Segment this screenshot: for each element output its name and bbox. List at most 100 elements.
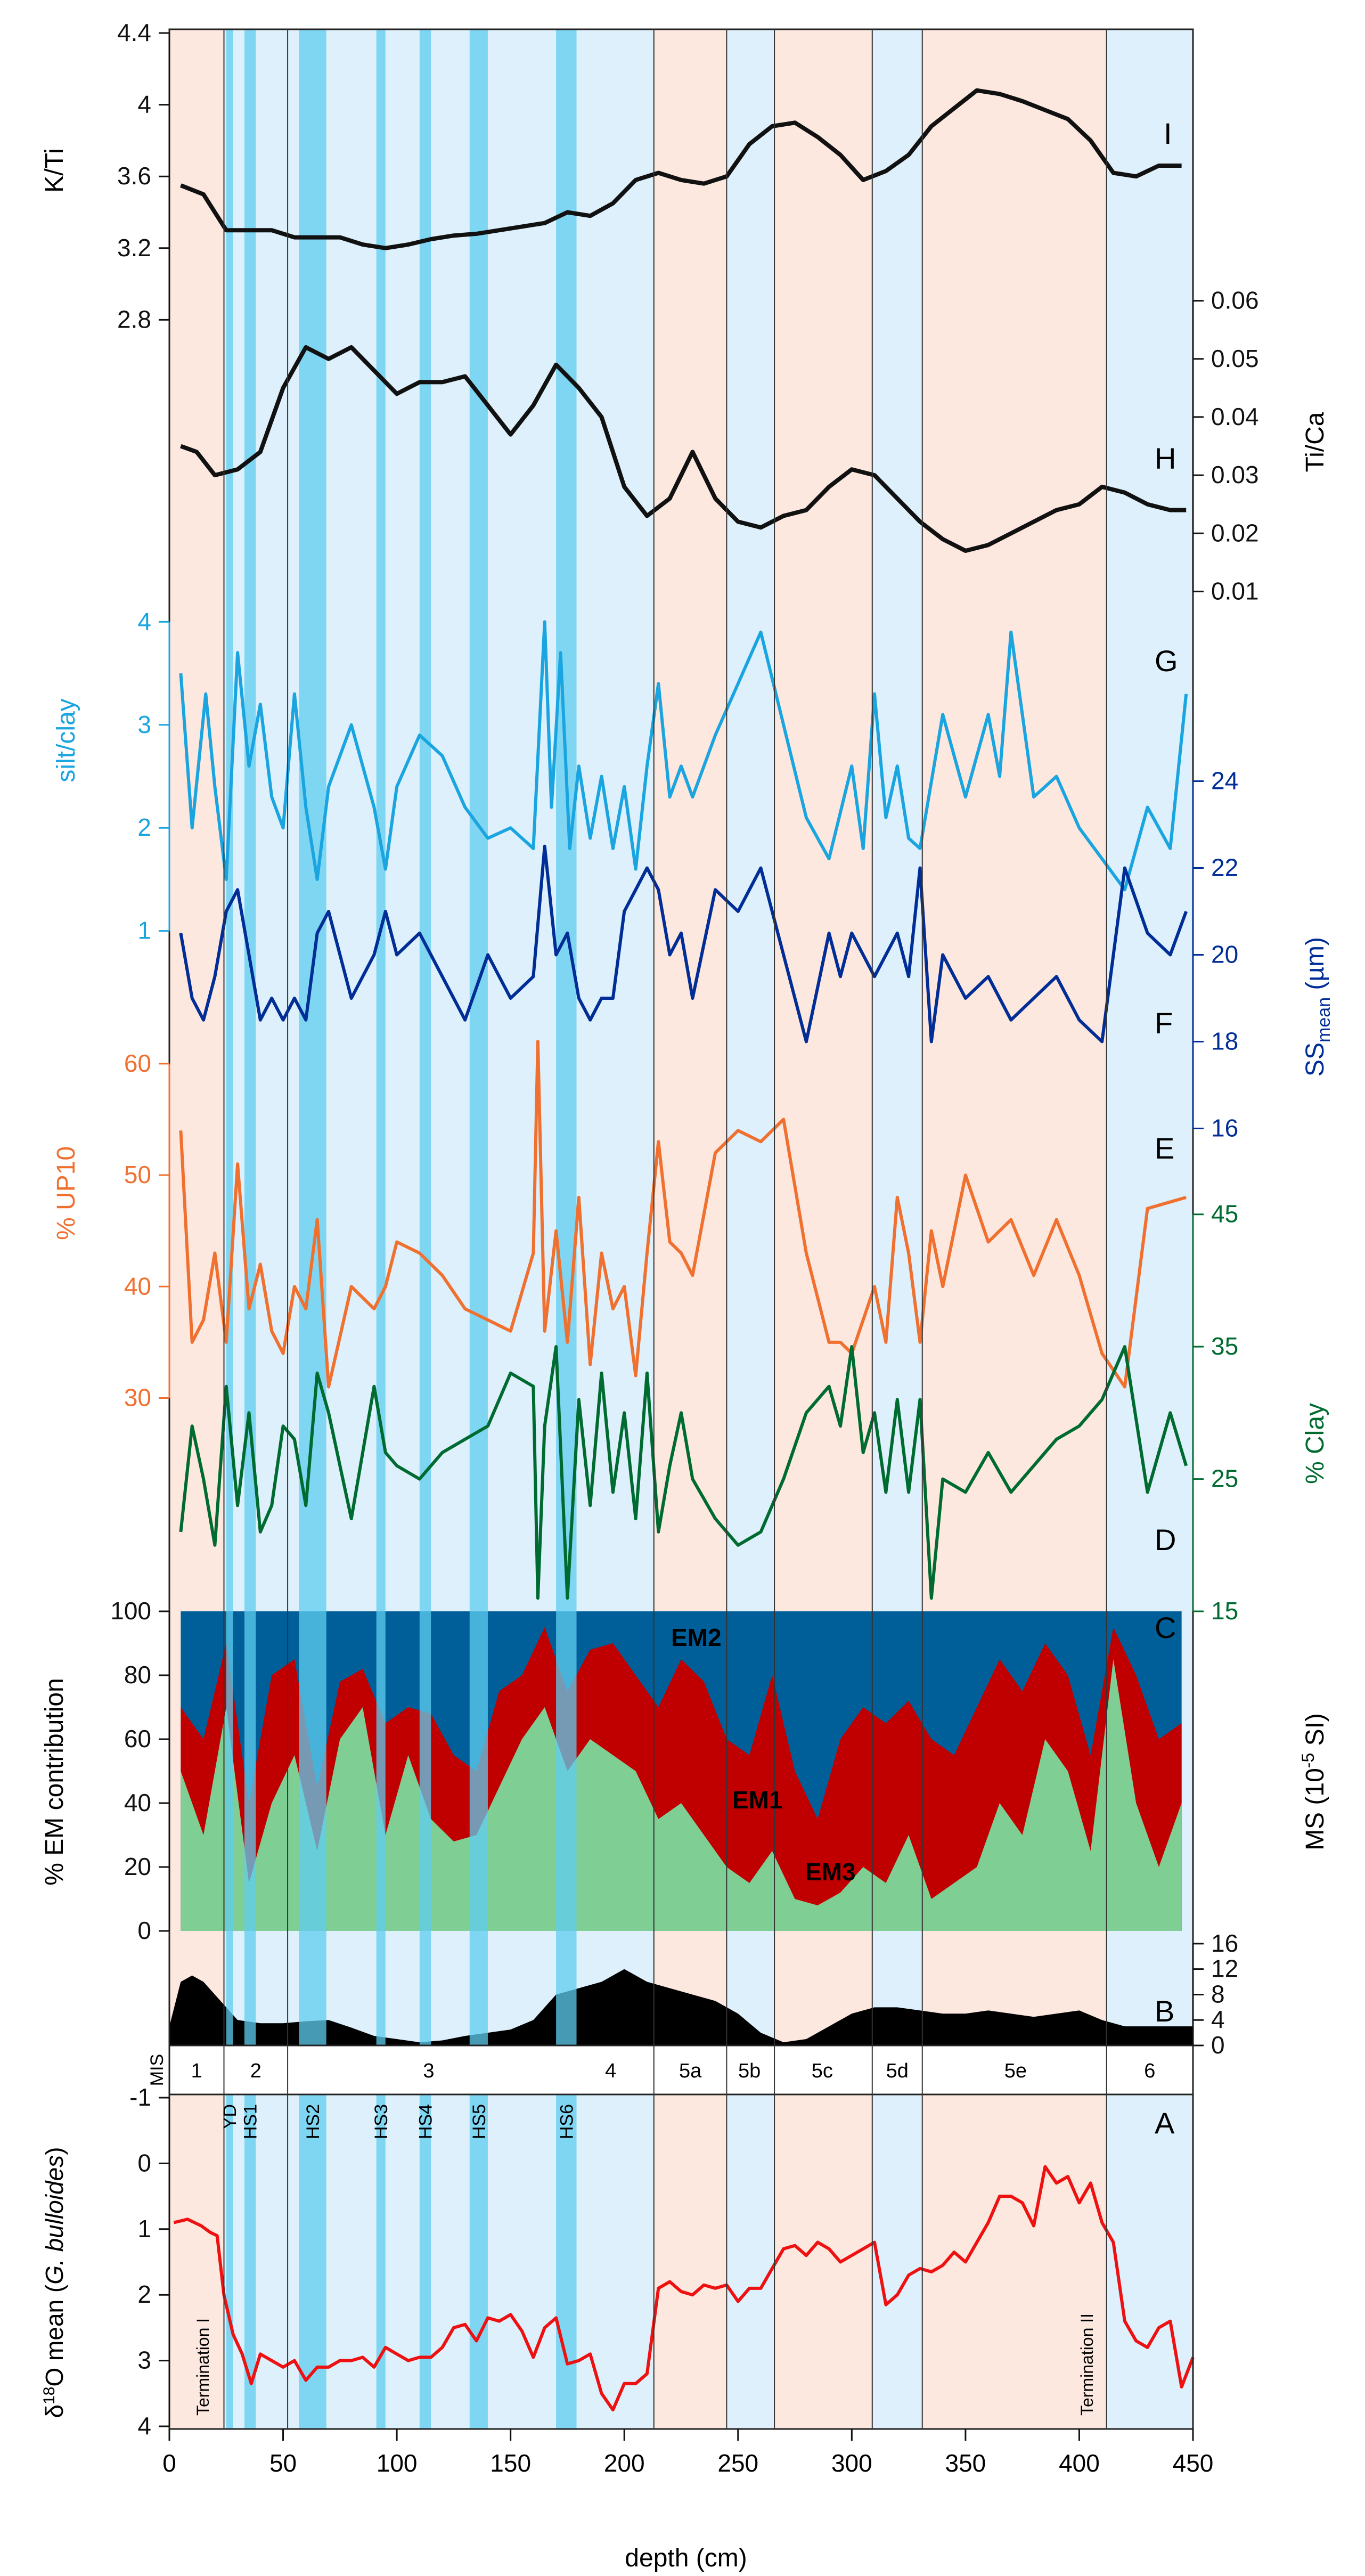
em1-label: EM1 — [732, 1786, 783, 1814]
ti-ca-series-line — [180, 345, 1187, 553]
heinrich-band-upper-hs1 — [244, 29, 256, 2045]
clay-series-line — [179, 1345, 1188, 1600]
silt-clay-tick-label-3: 4 — [137, 607, 151, 635]
silt-clay-tick-label-2: 3 — [137, 711, 151, 738]
up10-tick-label-2: 50 — [124, 1161, 151, 1188]
heinrich-label-hs4: HS4 — [416, 2104, 436, 2139]
k-ti-tick-label-1: 3.2 — [117, 234, 151, 262]
climate-band-lower-4 — [726, 2094, 775, 2429]
panel-letter-b: B — [1155, 1994, 1174, 2028]
heinrich-band-lower-hs6 — [556, 2094, 577, 2429]
d18o-axis-label-close: ) — [40, 2147, 68, 2155]
climate-band-lower-6 — [872, 2094, 922, 2429]
proxy-panels — [169, 29, 1195, 2429]
panel-letter-e: E — [1155, 1131, 1174, 1165]
ms-tick-label-4: 16 — [1211, 1929, 1238, 1957]
ss-mean-tick-label-0: 16 — [1211, 1114, 1238, 1142]
clay-tick-label-0: 15 — [1211, 1597, 1238, 1625]
panel-letter-h: H — [1155, 442, 1176, 475]
mis-stage-label-7: 5d — [886, 2060, 909, 2082]
up10-tick-label-1: 40 — [124, 1272, 151, 1300]
depth-tick-label-3: 150 — [490, 2449, 531, 2477]
silt-clay-axis-label: silt/clay — [52, 698, 80, 782]
k-ti-tick-label-3: 4 — [137, 91, 151, 118]
climate-band-lower-5 — [774, 2094, 872, 2429]
clay-tick-label-1: 25 — [1211, 1465, 1238, 1493]
k-ti-series-line — [179, 88, 1182, 250]
ss-mean-tick-label-3: 22 — [1211, 854, 1238, 882]
d18o-tick-label-1: 0 — [137, 2149, 151, 2176]
depth-tick-label-1: 50 — [269, 2449, 297, 2477]
ti-ca-tick-label-1: 0.02 — [1211, 519, 1259, 547]
panel-letter-i: I — [1164, 117, 1172, 150]
heinrich-band-upper-hs6 — [556, 29, 577, 2045]
depth-tick-label-0: 0 — [162, 2449, 176, 2477]
ms-axis-label: MS (10-5 SI) — [1298, 1713, 1329, 1851]
silt-clay-tick-label-0: 1 — [137, 917, 151, 944]
depth-tick-label-5: 250 — [717, 2449, 758, 2477]
ms-tick-label-1: 4 — [1211, 2006, 1225, 2033]
mis-stage-label-1: 2 — [250, 2060, 261, 2082]
heinrich-band-lower-yd — [226, 2094, 233, 2429]
climate-band-lower-3 — [653, 2094, 727, 2429]
d18o-tick-label-4: 3 — [137, 2346, 151, 2374]
k-ti-axis-label: K/Ti — [40, 148, 69, 193]
mis-stage-label-6: 5c — [812, 2060, 833, 2082]
ss-mean-series-line — [179, 844, 1188, 1044]
heinrich-band-upper-hs3 — [376, 29, 386, 2045]
heinrich-label-hs5: HS5 — [469, 2104, 489, 2139]
ms-tick-label-3: 12 — [1211, 1955, 1238, 1983]
em-tick-label-5: 100 — [110, 1597, 151, 1625]
depth-tick-label-7: 350 — [945, 2449, 986, 2477]
em-contribution-axis-label: % EM contribution — [40, 1678, 69, 1886]
clay-tick-label-3: 45 — [1211, 1200, 1238, 1228]
k-ti-tick-label-2: 3.6 — [117, 162, 151, 190]
up10-series-line — [179, 1040, 1187, 1389]
mis-stage-label-8: 5e — [1004, 2060, 1027, 2082]
k-ti-tick-label-0: 2.8 — [117, 305, 151, 333]
d18o-axis-label-sup: 18 — [40, 2387, 58, 2404]
em-tick-label-3: 60 — [124, 1725, 151, 1752]
mis-stage-label-4: 5a — [679, 2060, 702, 2082]
mis-header: MIS — [147, 2054, 167, 2086]
heinrich-label-yd: YD — [220, 2104, 240, 2129]
ti-ca-tick-label-0: 0.01 — [1211, 577, 1259, 605]
d18o-series-line — [173, 2165, 1195, 2412]
ms-area — [169, 1969, 1193, 2045]
ss-mean-tick-label-4: 24 — [1211, 767, 1238, 795]
ss-mean-tick-label-1: 18 — [1211, 1028, 1238, 1055]
depth-tick-label-9: 450 — [1173, 2449, 1214, 2477]
em-tick-label-4: 80 — [124, 1661, 151, 1689]
heinrich-band-upper-yd — [226, 29, 233, 2045]
panel-letter-c: C — [1155, 1611, 1176, 1644]
mis-stage-label-3: 4 — [605, 2060, 616, 2082]
ss-axis-label-unit: (µm) — [1301, 937, 1329, 997]
depth-tick-label-6: 300 — [831, 2449, 872, 2477]
ti-ca-tick-label-2: 0.03 — [1211, 461, 1259, 488]
depth-tick-label-2: 100 — [377, 2449, 418, 2477]
em3-label: EM3 — [805, 1858, 856, 1886]
up10-axis-label: % UP10 — [52, 1146, 80, 1240]
up10-tick-label-0: 30 — [124, 1383, 151, 1411]
depth-tick-label-4: 200 — [604, 2449, 645, 2477]
clay-axis-label: % Clay — [1301, 1403, 1329, 1484]
d18o-axis-label-species: G. bulloides — [40, 2155, 68, 2285]
ss-mean-axis-label: SSmean (µm) — [1301, 937, 1334, 1077]
heinrich-label-hs6: HS6 — [557, 2104, 577, 2139]
panel-letter-d: D — [1155, 1523, 1176, 1556]
mis-stage-label-0: 1 — [191, 2060, 202, 2082]
ti-ca-tick-label-5: 0.06 — [1211, 287, 1259, 314]
heinrich-band-lower-hs5 — [469, 2094, 488, 2429]
heinrich-band-lower-hs3 — [376, 2094, 386, 2429]
ti-ca-axis-label: Ti/Ca — [1301, 412, 1329, 472]
heinrich-band-lower-hs1 — [244, 2094, 256, 2429]
d18o-tick-label-5: 4 — [137, 2412, 151, 2440]
termination-ii-label: Termination II — [1077, 2313, 1097, 2416]
k-ti-tick-label-4: 4.4 — [117, 19, 151, 46]
ms-tick-label-0: 0 — [1211, 2031, 1225, 2059]
mis-stage-label-2: 3 — [423, 2060, 434, 2082]
heinrich-label-hs3: HS3 — [371, 2104, 391, 2139]
ti-ca-tick-label-3: 0.04 — [1211, 403, 1259, 430]
ms-tick-label-2: 8 — [1211, 1980, 1225, 2008]
